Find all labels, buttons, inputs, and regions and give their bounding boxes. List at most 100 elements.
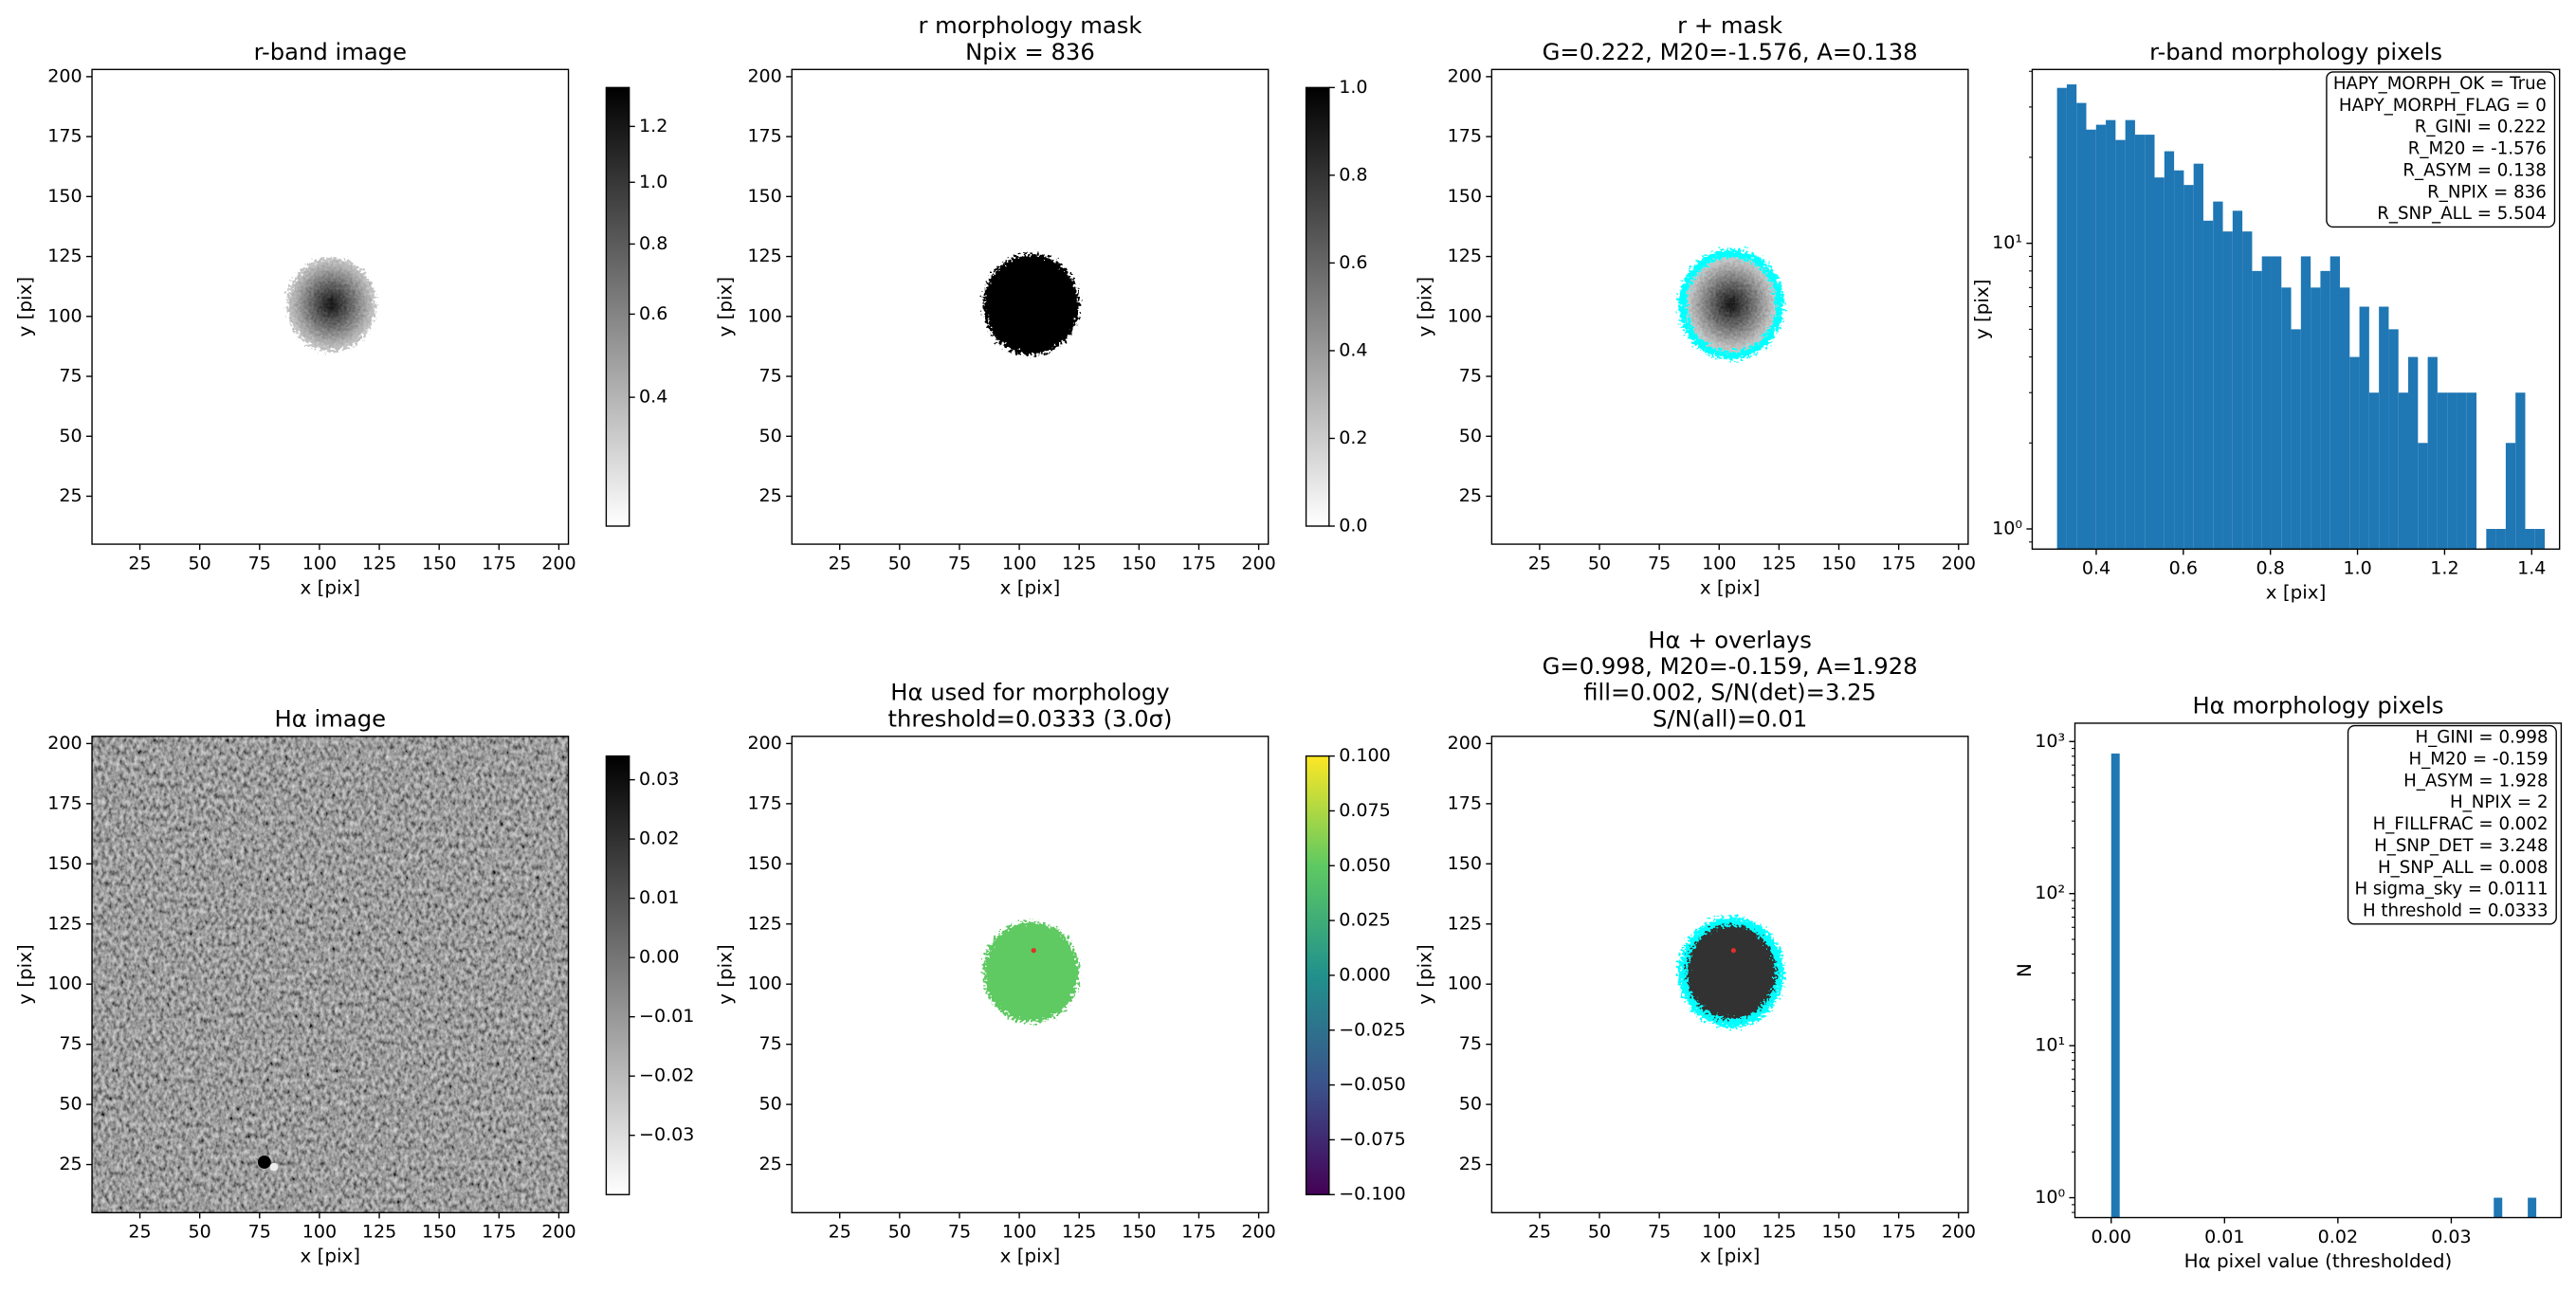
y-tick-label: 150 [747, 186, 781, 207]
x-tick-label: 50 [189, 1222, 211, 1243]
hist-bar [2300, 256, 2311, 550]
hist-bar [2515, 392, 2526, 550]
hist-bar [2115, 139, 2126, 550]
hist-bar [2486, 528, 2496, 550]
x-tick-label: 0.01 [2204, 1227, 2244, 1247]
y-tick-label: 175 [47, 126, 82, 147]
colorbar-tick-label: −0.025 [1339, 1019, 1406, 1040]
axes-frame [1490, 736, 1969, 1214]
hist-bar [2202, 220, 2214, 550]
hist-bar [2232, 210, 2243, 550]
colorbar-tick-label: 0.02 [639, 828, 679, 849]
y-tick-label: 150 [1448, 853, 1482, 874]
x-tick-label: 0.8 [2256, 558, 2285, 579]
colorbar-tick-label: 0.8 [1339, 164, 1367, 185]
annotation-line: H_NPIX = 2 [2450, 792, 2549, 812]
colorbar [1305, 86, 1330, 527]
y-tick-label: 50 [759, 426, 782, 446]
y-tick-label: 200 [47, 65, 82, 86]
y-tick-label: 150 [1448, 186, 1482, 207]
x-tick-label: 100 [1702, 1222, 1736, 1243]
hist-bar [2437, 392, 2448, 550]
y-tick-label: 10³ [2035, 731, 2065, 752]
x-tick-label: 100 [302, 553, 337, 573]
panel-title: r morphology mask [919, 11, 1142, 39]
y-tick-label: 150 [47, 186, 82, 207]
panel-title: threshold=0.0333 (3.0σ) [887, 704, 1172, 732]
source-blob [983, 921, 1080, 1023]
x-tick-label: 25 [829, 553, 851, 573]
y-tick-label: 75 [759, 1033, 782, 1054]
x-tick-label: 150 [422, 1222, 456, 1243]
panel-title: fill=0.002, S/N(det)=3.25 [1583, 679, 1876, 706]
hist-bar [2076, 102, 2087, 550]
x-axis-label: x [pix] [300, 576, 360, 598]
hist-bar [2379, 306, 2389, 550]
y-tick-label: 175 [747, 792, 781, 813]
hist-bar [2466, 392, 2477, 550]
x-tick-label: 125 [1062, 553, 1096, 573]
annotation-line: H_ASYM = 1.928 [2403, 771, 2548, 791]
y-tick-label: 10¹ [2035, 1035, 2065, 1056]
y-tick-label: 125 [1448, 246, 1482, 266]
y-tick-label: 75 [59, 1033, 82, 1054]
x-tick-label: 25 [829, 1222, 851, 1243]
x-axis-label: x [pix] [1700, 1246, 1761, 1267]
y-tick-label: 125 [47, 246, 82, 266]
hist-bar [2193, 163, 2203, 550]
axes-frame [2031, 68, 2561, 550]
hist-bar [2329, 256, 2340, 550]
y-tick-label: 150 [747, 853, 781, 874]
x-tick-label: 75 [948, 553, 971, 573]
y-tick-label: 10² [2035, 883, 2065, 903]
panel-title: G=0.998, M20=-0.159, A=1.928 [1543, 652, 1918, 680]
mask-outline [1678, 248, 1784, 360]
mask-outline [1678, 917, 1784, 1028]
hist-bar [2242, 231, 2253, 550]
plot-area [286, 257, 376, 352]
hist-bar [2154, 177, 2165, 550]
hist-bar [2291, 329, 2301, 550]
x-tick-label: 75 [1648, 1222, 1671, 1243]
axes-frame [791, 68, 1270, 545]
y-tick-label: 25 [59, 485, 82, 506]
hist-bar [2125, 119, 2135, 550]
hist-bar [2368, 392, 2380, 550]
x-tick-label: 0.6 [2169, 558, 2198, 579]
y-tick-label: 75 [59, 366, 82, 387]
hist-bar [2408, 356, 2419, 550]
hist-bar [2494, 1197, 2503, 1218]
plot-area [2110, 753, 2537, 1218]
annotation-line: H threshold = 0.0333 [2363, 901, 2549, 921]
colorbar-tick-label: 1.0 [1339, 77, 1367, 98]
x-axis-label: x [pix] [300, 1246, 360, 1267]
hist-bar [2086, 129, 2096, 550]
colorbar-tick-label: 0.4 [1339, 339, 1367, 360]
colorbar-tick-label: −0.075 [1339, 1129, 1406, 1150]
x-tick-label: 0.03 [2431, 1227, 2471, 1247]
x-tick-label: 25 [1528, 553, 1551, 573]
bright-source [269, 1162, 279, 1172]
colorbar-tick-label: 0.0 [1339, 516, 1367, 537]
y-tick-label: 175 [747, 126, 781, 147]
y-tick-label: 25 [59, 1154, 82, 1174]
axes-frame [2074, 722, 2563, 1219]
dark-source [257, 1156, 271, 1169]
hist-bar [2398, 392, 2409, 550]
hist-bar [2252, 270, 2262, 550]
x-tick-label: 200 [1241, 1222, 1275, 1243]
hist-bar [2134, 135, 2146, 550]
colorbar-tick-label: 0.03 [639, 769, 679, 790]
mask-region [983, 254, 1080, 355]
hist-bar [2349, 356, 2360, 550]
panel-title: Hα morphology pixels [2192, 692, 2443, 719]
x-tick-label: 175 [1181, 553, 1215, 573]
x-tick-label: 200 [541, 1222, 575, 1243]
annotation-line: HAPY_MORPH_FLAG = 0 [2339, 96, 2547, 116]
panel-title: Hα used for morphology [890, 679, 1169, 706]
y-tick-label: 25 [1459, 1154, 1482, 1174]
x-tick-label: 25 [1528, 1222, 1551, 1243]
panel-title: G=0.222, M20=-1.576, A=0.138 [1543, 38, 1918, 65]
y-tick-label: 50 [1459, 1094, 1482, 1115]
x-tick-label: 50 [189, 553, 211, 573]
